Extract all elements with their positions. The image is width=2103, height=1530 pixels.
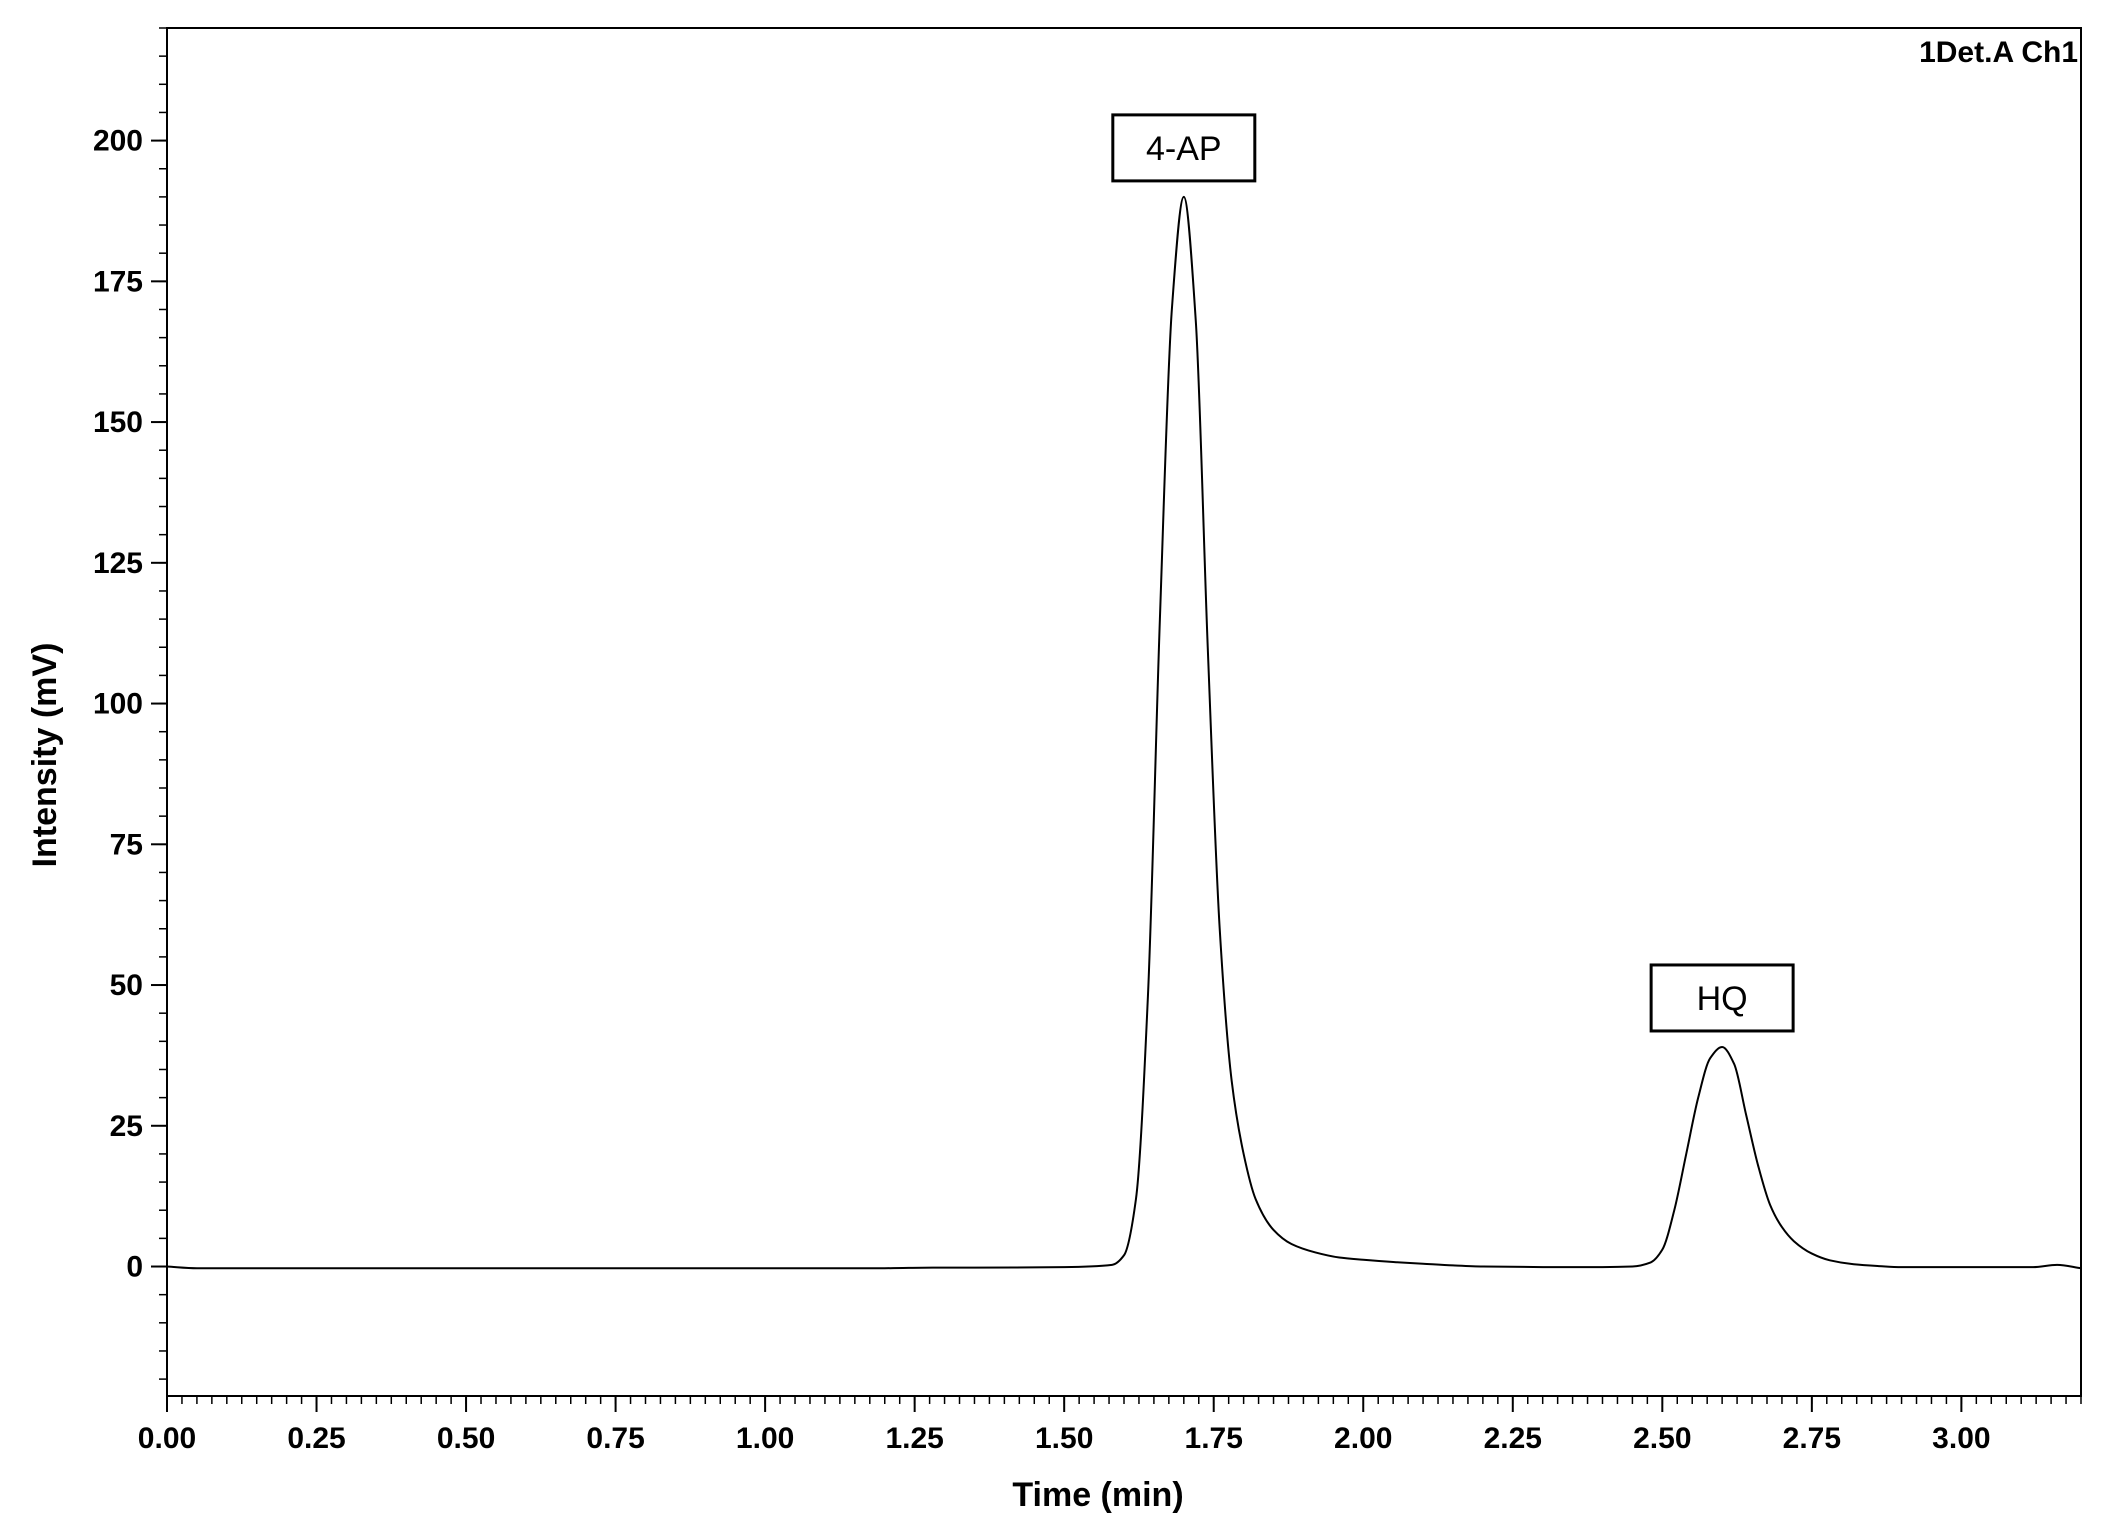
y-tick-label: 25: [110, 1110, 143, 1143]
chromatogram-trace: [166, 195, 2082, 1270]
x-axis: 0.00 0.25 0.50 0.75 1.00 1.25 1.50 1.75 2.00 2.25…: [138, 1396, 1991, 1455]
x-tick-label: 0.75: [586, 1422, 644, 1455]
series-layer: [166, 195, 2082, 1270]
x-tick-label: 1.00: [736, 1422, 794, 1455]
x-tick-label: 1.25: [885, 1422, 943, 1455]
peak-label-box: [1649, 963, 1795, 1033]
x-tick-label: 0.25: [287, 1422, 345, 1455]
peak-label-text: 4-AP: [1146, 130, 1222, 168]
x-tick-label: 2.75: [1783, 1422, 1841, 1455]
x-tick-label: 2.50: [1633, 1422, 1691, 1455]
peak-label-box: [1111, 113, 1257, 183]
y-tick-label: 175: [93, 265, 143, 298]
peak-labels: 4-AP HQ: [1111, 113, 1795, 1033]
channel-label: 1Det.A Ch1: [1919, 36, 2078, 69]
y-tick-label: 125: [93, 547, 143, 580]
peak-label: HQ: [1649, 963, 1795, 1033]
plot-area-frame: [166, 27, 2082, 1397]
y-axis: 0 25 50 75 100 125 150 175 200: [93, 125, 167, 1284]
x-tick-label: 0.00: [138, 1422, 196, 1455]
y-tick-label: 100: [93, 688, 143, 721]
x-tick-label: 3.00: [1932, 1422, 1990, 1455]
x-tick-label: 1.50: [1035, 1422, 1093, 1455]
x-axis-title: Time (min): [1012, 1476, 1183, 1514]
peak-label-text: HQ: [1697, 980, 1748, 1018]
y-axis-title: Intensity (mV): [26, 643, 64, 868]
x-tick-label: 2.25: [1484, 1422, 1542, 1455]
y-tick-label: 150: [93, 406, 143, 439]
y-tick-label: 200: [93, 125, 143, 158]
y-tick-label: 75: [110, 828, 143, 861]
x-tick-label: 1.75: [1185, 1422, 1243, 1455]
y-tick-label: 0: [126, 1251, 143, 1284]
x-tick-label: 2.00: [1334, 1422, 1392, 1455]
x-tick-label: 0.50: [437, 1422, 495, 1455]
peak-label: 4-AP: [1111, 113, 1257, 183]
y-tick-label: 50: [110, 969, 143, 1002]
